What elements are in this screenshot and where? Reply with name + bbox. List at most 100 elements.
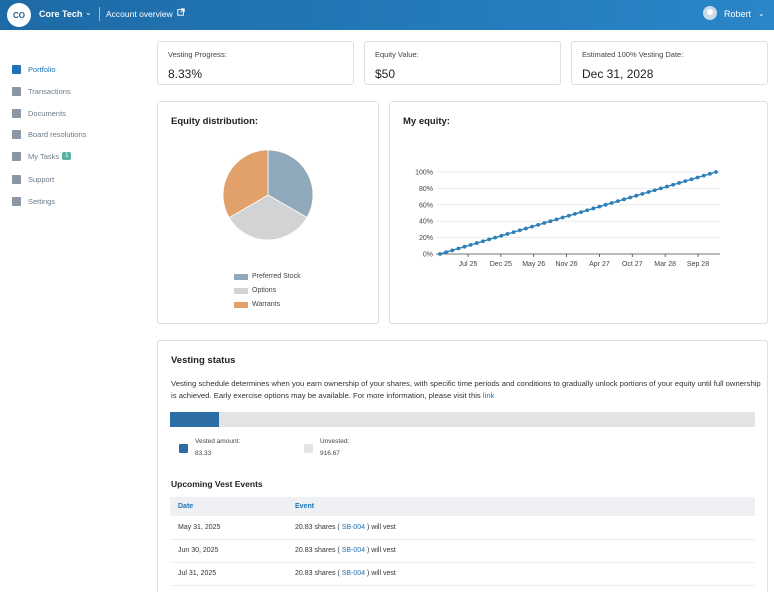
sidebar-item-transactions[interactable]: Transactions xyxy=(12,84,71,98)
equity-data-point[interactable] xyxy=(628,195,633,200)
card-title: My equity: xyxy=(403,116,450,127)
equity-data-point[interactable] xyxy=(438,252,442,256)
support-icon xyxy=(12,174,21,184)
equity-data-point[interactable] xyxy=(646,190,651,194)
equity-data-point[interactable] xyxy=(609,201,614,205)
account-overview-link[interactable]: Account overview xyxy=(106,9,173,19)
equity-data-point[interactable] xyxy=(444,250,449,255)
column-header-date[interactable]: Date xyxy=(178,503,194,510)
event-prefix: 20.83 shares ( xyxy=(295,570,342,577)
equity-data-point[interactable] xyxy=(450,248,455,253)
equity-data-point[interactable] xyxy=(665,184,669,189)
stat-label: Vesting Progress: xyxy=(168,50,227,59)
pie-slice-warrants[interactable] xyxy=(222,149,269,219)
card-title: Vesting status xyxy=(171,355,236,366)
sidebar-item-portfolio[interactable]: Portfolio xyxy=(12,62,56,76)
vesting-progress-fill xyxy=(170,412,219,427)
equity-data-point[interactable] xyxy=(548,219,553,224)
column-header-event[interactable]: Event xyxy=(295,503,315,510)
equity-data-point[interactable] xyxy=(615,199,620,204)
equity-data-point[interactable] xyxy=(511,230,516,235)
equity-data-point[interactable] xyxy=(640,191,645,196)
table-row: Jun 30, 2025 20.83 shares ( SB-004 ) wil… xyxy=(170,540,755,563)
equity-data-point[interactable] xyxy=(499,233,504,238)
equity-data-point[interactable] xyxy=(597,204,602,209)
pie-slice-preferred-stock[interactable] xyxy=(267,149,314,218)
grant-link[interactable]: SB-004 xyxy=(341,547,366,554)
stat-value: $50 xyxy=(375,67,396,81)
pie-slice-options[interactable] xyxy=(228,194,308,241)
vesting-progress-card: Vesting Progress: 8.33% xyxy=(157,41,354,85)
stat-label: Estimated 100% Vesting Date: xyxy=(582,50,684,59)
sidebar-item-label: Support xyxy=(28,174,55,184)
sidebar-item-board-resolutions[interactable]: Board resolutions xyxy=(12,127,86,141)
equity-data-point[interactable] xyxy=(677,181,682,185)
event-suffix: ) will vest xyxy=(365,570,396,577)
sidebar-item-documents[interactable]: Documents xyxy=(12,106,66,120)
equity-data-point[interactable] xyxy=(474,241,479,245)
equity-data-point[interactable] xyxy=(658,186,663,191)
external-link-icon[interactable] xyxy=(177,8,185,16)
equity-data-point[interactable] xyxy=(554,217,559,222)
equity-data-point[interactable] xyxy=(634,193,639,198)
x-tick-label: Nov 26 xyxy=(555,261,577,268)
equity-data-point[interactable] xyxy=(695,175,700,180)
equity-data-point[interactable] xyxy=(591,206,596,211)
equity-data-point[interactable] xyxy=(517,228,522,233)
user-avatar[interactable] xyxy=(703,6,717,20)
legend-label: Preferred Stock xyxy=(252,273,301,280)
y-tick-label: 100% xyxy=(415,170,433,177)
equity-data-point[interactable] xyxy=(622,197,626,202)
equity-data-point[interactable] xyxy=(560,215,565,220)
table-row: Jul 31, 2025 20.83 shares ( SB-004 ) wil… xyxy=(170,563,755,586)
equity-data-point[interactable] xyxy=(530,224,534,229)
row-date: May 31, 2025 xyxy=(178,524,221,531)
sidebar-item-label: Settings xyxy=(28,196,56,206)
user-chevron-down-icon[interactable]: ⌄ xyxy=(758,9,765,18)
y-tick-label: 80% xyxy=(419,186,433,193)
equity-data-point[interactable] xyxy=(536,222,541,227)
equity-data-point[interactable] xyxy=(683,179,688,184)
y-tick-label: 60% xyxy=(419,202,433,209)
equity-data-point[interactable] xyxy=(707,171,712,176)
x-tick-label: Oct 27 xyxy=(622,261,643,268)
info-link[interactable]: link xyxy=(482,391,495,400)
company-logo[interactable]: CO xyxy=(7,3,31,27)
header-divider xyxy=(99,7,100,21)
equity-data-point[interactable] xyxy=(566,213,571,218)
equity-data-point[interactable] xyxy=(523,226,528,231)
equity-data-point[interactable] xyxy=(714,170,718,174)
chevron-down-icon[interactable]: ⌄ xyxy=(85,8,92,17)
equity-data-point[interactable] xyxy=(701,173,706,178)
sidebar-item-settings[interactable]: Settings xyxy=(12,194,55,208)
equity-data-point[interactable] xyxy=(462,244,467,249)
equity-data-point[interactable] xyxy=(487,237,491,242)
equity-data-point[interactable] xyxy=(585,208,590,213)
sidebar-item-support[interactable]: Support xyxy=(12,172,54,186)
board-icon xyxy=(12,129,21,139)
equity-data-point[interactable] xyxy=(456,246,461,251)
equity-data-point[interactable] xyxy=(493,235,498,240)
equity-data-point[interactable] xyxy=(468,242,473,247)
vesting-progress-bar xyxy=(170,412,755,427)
equity-data-point[interactable] xyxy=(505,232,510,236)
sidebar-item-label: Transactions xyxy=(28,86,71,96)
equity-data-point[interactable] xyxy=(689,177,694,182)
grant-link[interactable]: SB-004 xyxy=(341,570,366,577)
sidebar-item-my-tasks[interactable]: My Tasks 1 xyxy=(12,149,72,163)
equity-data-point[interactable] xyxy=(573,212,577,216)
user-name[interactable]: Robert xyxy=(724,9,752,19)
vested-swatch xyxy=(179,444,188,453)
equity-data-point[interactable] xyxy=(603,202,608,207)
table-row: May 31, 2025 20.83 shares ( SB-004 ) wil… xyxy=(170,517,755,540)
grant-link[interactable]: SB-004 xyxy=(341,524,366,531)
x-tick-label: May 26 xyxy=(522,261,545,268)
equity-data-point[interactable] xyxy=(671,182,675,187)
equity-data-point[interactable] xyxy=(542,221,547,225)
equity-data-point[interactable] xyxy=(579,210,583,214)
y-tick-label: 40% xyxy=(419,219,433,226)
company-name[interactable]: Core Tech xyxy=(39,9,83,19)
equity-data-point[interactable] xyxy=(481,239,485,244)
documents-icon xyxy=(12,108,21,118)
equity-data-point[interactable] xyxy=(652,188,657,193)
